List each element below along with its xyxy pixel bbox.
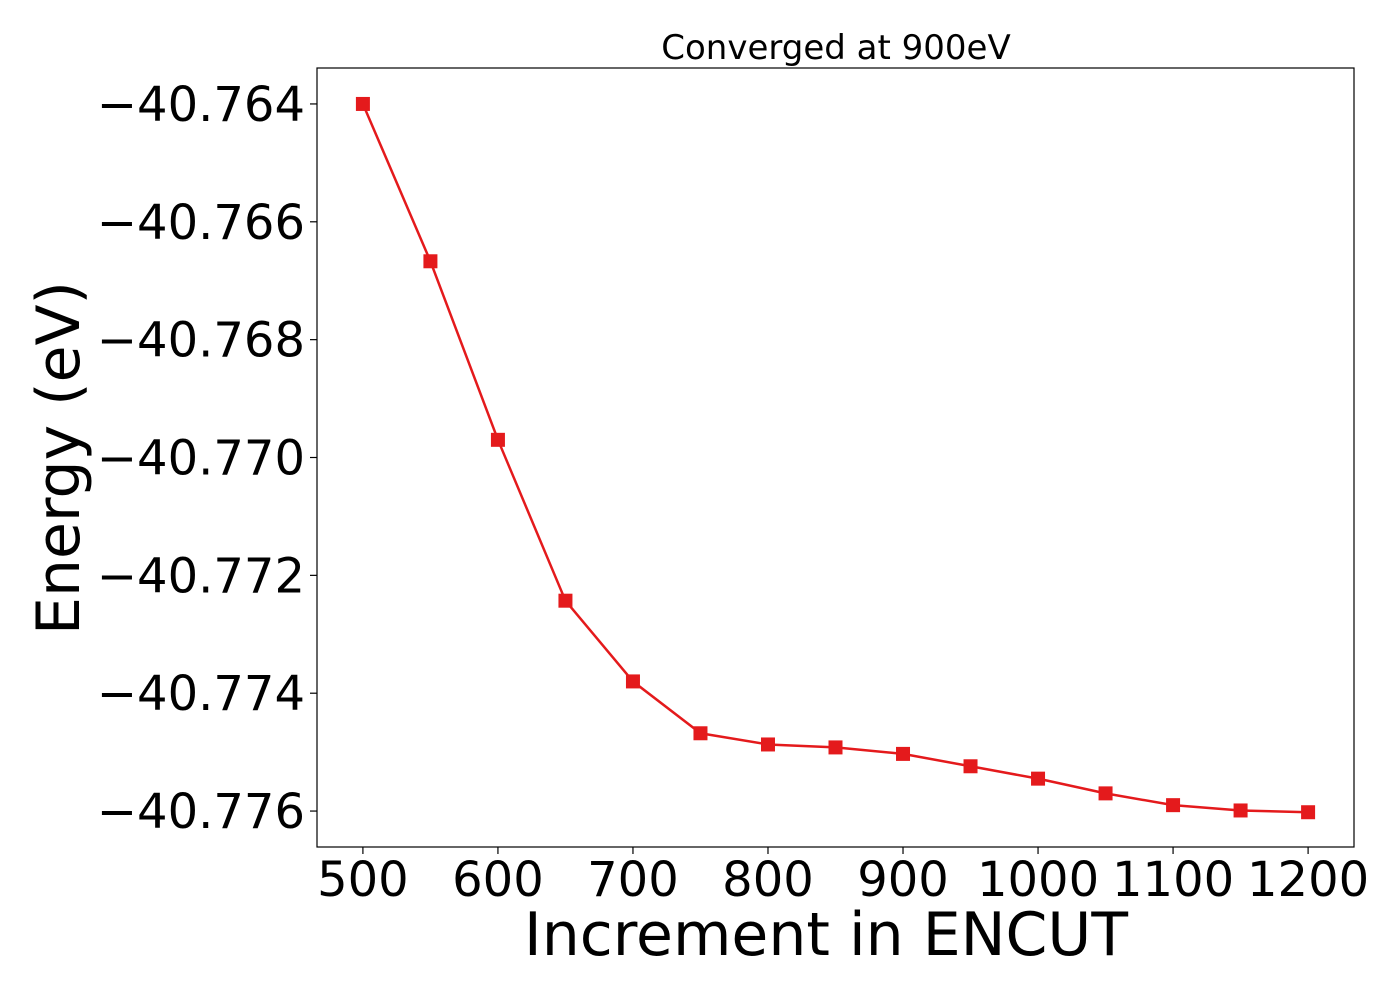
y-tick-label: −40.770: [97, 431, 305, 487]
x-tick-label: 800: [722, 852, 814, 908]
data-point-marker: [693, 726, 708, 741]
data-point-marker: [1098, 786, 1113, 801]
x-tick-label: 1100: [1112, 852, 1234, 908]
y-tick-label: −40.776: [97, 784, 305, 840]
y-tick-label: −40.766: [97, 195, 305, 251]
data-point-marker: [490, 432, 505, 447]
x-tick-label: 900: [857, 852, 949, 908]
x-tick-label: 600: [452, 852, 544, 908]
data-point-marker: [423, 254, 438, 269]
y-tick-label: −40.768: [97, 313, 305, 369]
data-point-marker: [760, 737, 775, 752]
data-point-marker: [963, 759, 978, 774]
data-point-marker: [558, 593, 573, 608]
plot-area-frame: [316, 67, 1355, 848]
y-tick-label: −40.774: [97, 666, 305, 722]
ticks-layer: 500 600 700 800 900 1000 1100 1200 −40.764 −40.76…: [97, 77, 1369, 908]
x-tick-label: 1200: [1247, 852, 1369, 908]
data-point-marker: [1301, 805, 1316, 820]
series-line: [361, 103, 1309, 814]
x-tick-label: 700: [587, 852, 679, 908]
y-tick-label: −40.764: [97, 77, 305, 133]
data-point-marker: [828, 740, 843, 755]
x-tick-label: 1000: [977, 852, 1099, 908]
data-point-marker: [625, 674, 640, 689]
y-tick-label: −40.772: [97, 548, 305, 604]
data-point-marker: [896, 746, 911, 761]
series-layer: [355, 96, 1316, 820]
x-tick-label: 500: [317, 852, 409, 908]
chart-title: Converged at 900eV: [661, 28, 1010, 68]
data-point-marker: [355, 96, 370, 111]
data-point-marker: [1233, 803, 1248, 818]
data-point-marker: [1166, 798, 1181, 813]
y-axis-label: Energy (eV): [24, 281, 94, 635]
data-point-marker: [1031, 771, 1046, 786]
x-axis-label: Increment in ENCUT: [524, 900, 1128, 970]
